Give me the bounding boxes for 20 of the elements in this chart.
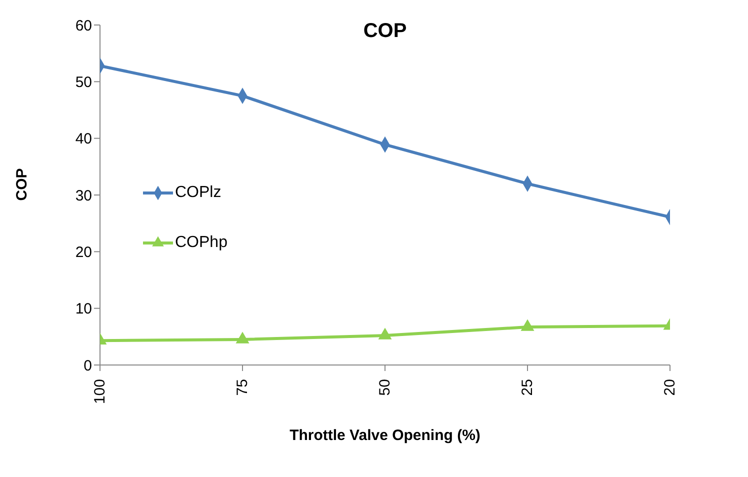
y-tick-label: 60: [75, 17, 92, 34]
y-tick-label: 20: [75, 244, 92, 261]
y-tick-label: 30: [75, 187, 92, 204]
legend-label: COPhp: [175, 234, 228, 252]
y-tick-label: 40: [75, 130, 92, 148]
x-tick-label: 25: [519, 379, 536, 396]
x-axis-title: Throttle Valve Opening (%): [288, 427, 482, 444]
y-tick-label: 10: [75, 300, 92, 318]
x-tick-label: 100: [92, 379, 108, 404]
x-tick-label: 75: [234, 379, 251, 396]
point: [236, 332, 249, 344]
x-tick-label: 50: [376, 379, 394, 396]
chart-title: COP: [362, 20, 408, 43]
legend-label: COPlz: [175, 184, 222, 202]
y-tick-label: 0: [84, 357, 92, 374]
y-axis-title: COP: [14, 167, 30, 203]
x-tick-label: 20: [662, 379, 678, 396]
y-tick-label: 50: [75, 74, 92, 91]
point: [521, 320, 534, 331]
point: [378, 328, 392, 340]
